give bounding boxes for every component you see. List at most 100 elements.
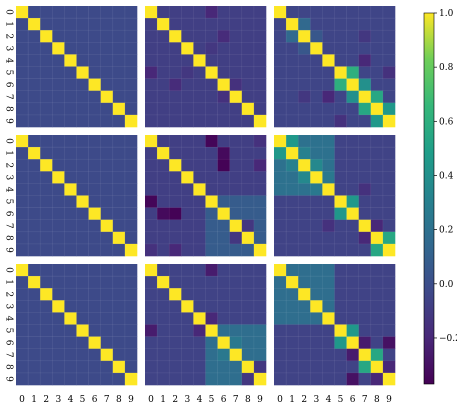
heatmap-cell <box>40 219 53 233</box>
heatmap-cell <box>112 372 126 386</box>
heatmap-cell <box>88 18 101 31</box>
heatmap-cell <box>370 6 384 19</box>
heatmap-cell <box>358 102 372 116</box>
heatmap-cell <box>16 360 29 374</box>
heatmap-cell <box>229 114 243 128</box>
heatmap-cell <box>286 78 299 91</box>
heatmap-cell <box>253 348 267 362</box>
x-tick-label: 7 <box>233 395 239 405</box>
heatmap-cell <box>40 147 53 160</box>
heatmap-cell <box>358 372 372 386</box>
heatmap-cell <box>298 360 311 374</box>
heatmap-cell <box>370 135 384 148</box>
heatmap-cell <box>241 42 255 55</box>
heatmap-cell <box>358 114 372 128</box>
heatmap-cell <box>205 183 218 196</box>
heatmap-cell <box>205 231 218 245</box>
heatmap-cell <box>16 264 29 277</box>
heatmap-cell <box>382 276 396 289</box>
heatmap-cell <box>88 135 101 148</box>
heatmap-cell <box>274 171 287 184</box>
heatmap-cell <box>52 264 65 277</box>
colorbar-tick-label: 0.4 <box>439 171 454 181</box>
heatmap-cell <box>274 183 287 196</box>
heatmap-cell <box>274 18 287 31</box>
heatmap-cell <box>286 114 299 128</box>
heatmap-cell <box>229 348 243 362</box>
heatmap-cell <box>358 135 372 148</box>
heatmap-cell <box>241 159 255 172</box>
heatmap-cell <box>112 6 126 19</box>
heatmap-cell <box>52 207 65 220</box>
heatmap-cell <box>76 90 89 104</box>
heatmap-cell <box>358 66 372 79</box>
heatmap-cell <box>298 195 311 208</box>
heatmap-cell <box>229 276 243 289</box>
heatmap-cell <box>145 195 158 208</box>
heatmap-cell <box>157 264 170 277</box>
heatmap-cell <box>310 102 323 116</box>
heatmap-cell <box>298 276 311 289</box>
heatmap-cell <box>40 42 53 55</box>
heatmap-cell <box>322 372 335 386</box>
heatmap-cell <box>298 300 311 313</box>
heatmap-cell <box>358 336 372 349</box>
heatmap-cell <box>112 159 126 172</box>
heatmap-cell <box>370 300 384 313</box>
heatmap-cell <box>64 114 77 128</box>
heatmap-cell <box>52 372 65 386</box>
heatmap-cell <box>169 348 182 362</box>
colorbar: 1.0 0.8 0.6 0.4 0.2 0.0 −0.2 <box>423 9 457 385</box>
heatmap-cell <box>88 6 101 19</box>
heatmap-cell <box>124 54 138 67</box>
heatmap-panel-2-3 <box>274 135 396 257</box>
heatmap-cell <box>310 288 323 301</box>
heatmap-cell <box>40 288 53 301</box>
heatmap-cell <box>253 183 267 196</box>
heatmap-cell <box>100 348 114 362</box>
heatmap-cell <box>358 348 372 362</box>
heatmap-cell <box>193 276 206 289</box>
heatmap-cell <box>310 183 323 196</box>
heatmap-cell <box>229 300 243 313</box>
heatmap-cell <box>28 336 41 349</box>
heatmap-cell <box>64 276 77 289</box>
heatmap-panel-1-1 <box>16 6 138 128</box>
heatmap-cell <box>298 6 311 19</box>
heatmap-cell <box>193 6 206 19</box>
heatmap-cell <box>346 135 359 148</box>
heatmap-cell <box>310 336 323 349</box>
y-tick-label: 1 <box>4 21 14 27</box>
heatmap-cell <box>145 348 158 362</box>
x-tick-label: 2 <box>172 395 178 405</box>
heatmap-cell <box>253 360 267 374</box>
y-tick-label: 3 <box>4 303 14 309</box>
heatmap-cell <box>229 42 243 55</box>
heatmap-cell <box>193 300 206 313</box>
heatmap-cell <box>358 243 372 257</box>
heatmap-cell <box>193 288 206 301</box>
heatmap-cell <box>334 243 347 257</box>
heatmap-cell <box>112 195 126 208</box>
heatmap-cell <box>28 300 41 313</box>
x-tick-label: 6 <box>350 395 356 405</box>
heatmap-cell <box>358 54 372 67</box>
heatmap-cell <box>322 360 335 374</box>
heatmap-cell <box>241 18 255 31</box>
heatmap-cell <box>76 114 89 128</box>
x-tick-label: 9 <box>386 395 392 405</box>
y-tick-label: 8 <box>4 235 14 241</box>
heatmap-cell <box>253 30 267 43</box>
heatmap-cell <box>193 348 206 362</box>
heatmap-cell <box>16 243 29 257</box>
heatmap-cell <box>52 90 65 104</box>
heatmap-cell <box>181 219 194 233</box>
heatmap-cell <box>334 195 347 208</box>
x-tick-label: 4 <box>68 395 74 405</box>
heatmap-cell <box>370 219 384 233</box>
heatmap-cell <box>28 348 41 362</box>
heatmap-cell <box>253 102 267 116</box>
heatmap-cell <box>64 300 77 313</box>
heatmap-cell <box>274 276 287 289</box>
heatmap-cell <box>169 78 182 91</box>
